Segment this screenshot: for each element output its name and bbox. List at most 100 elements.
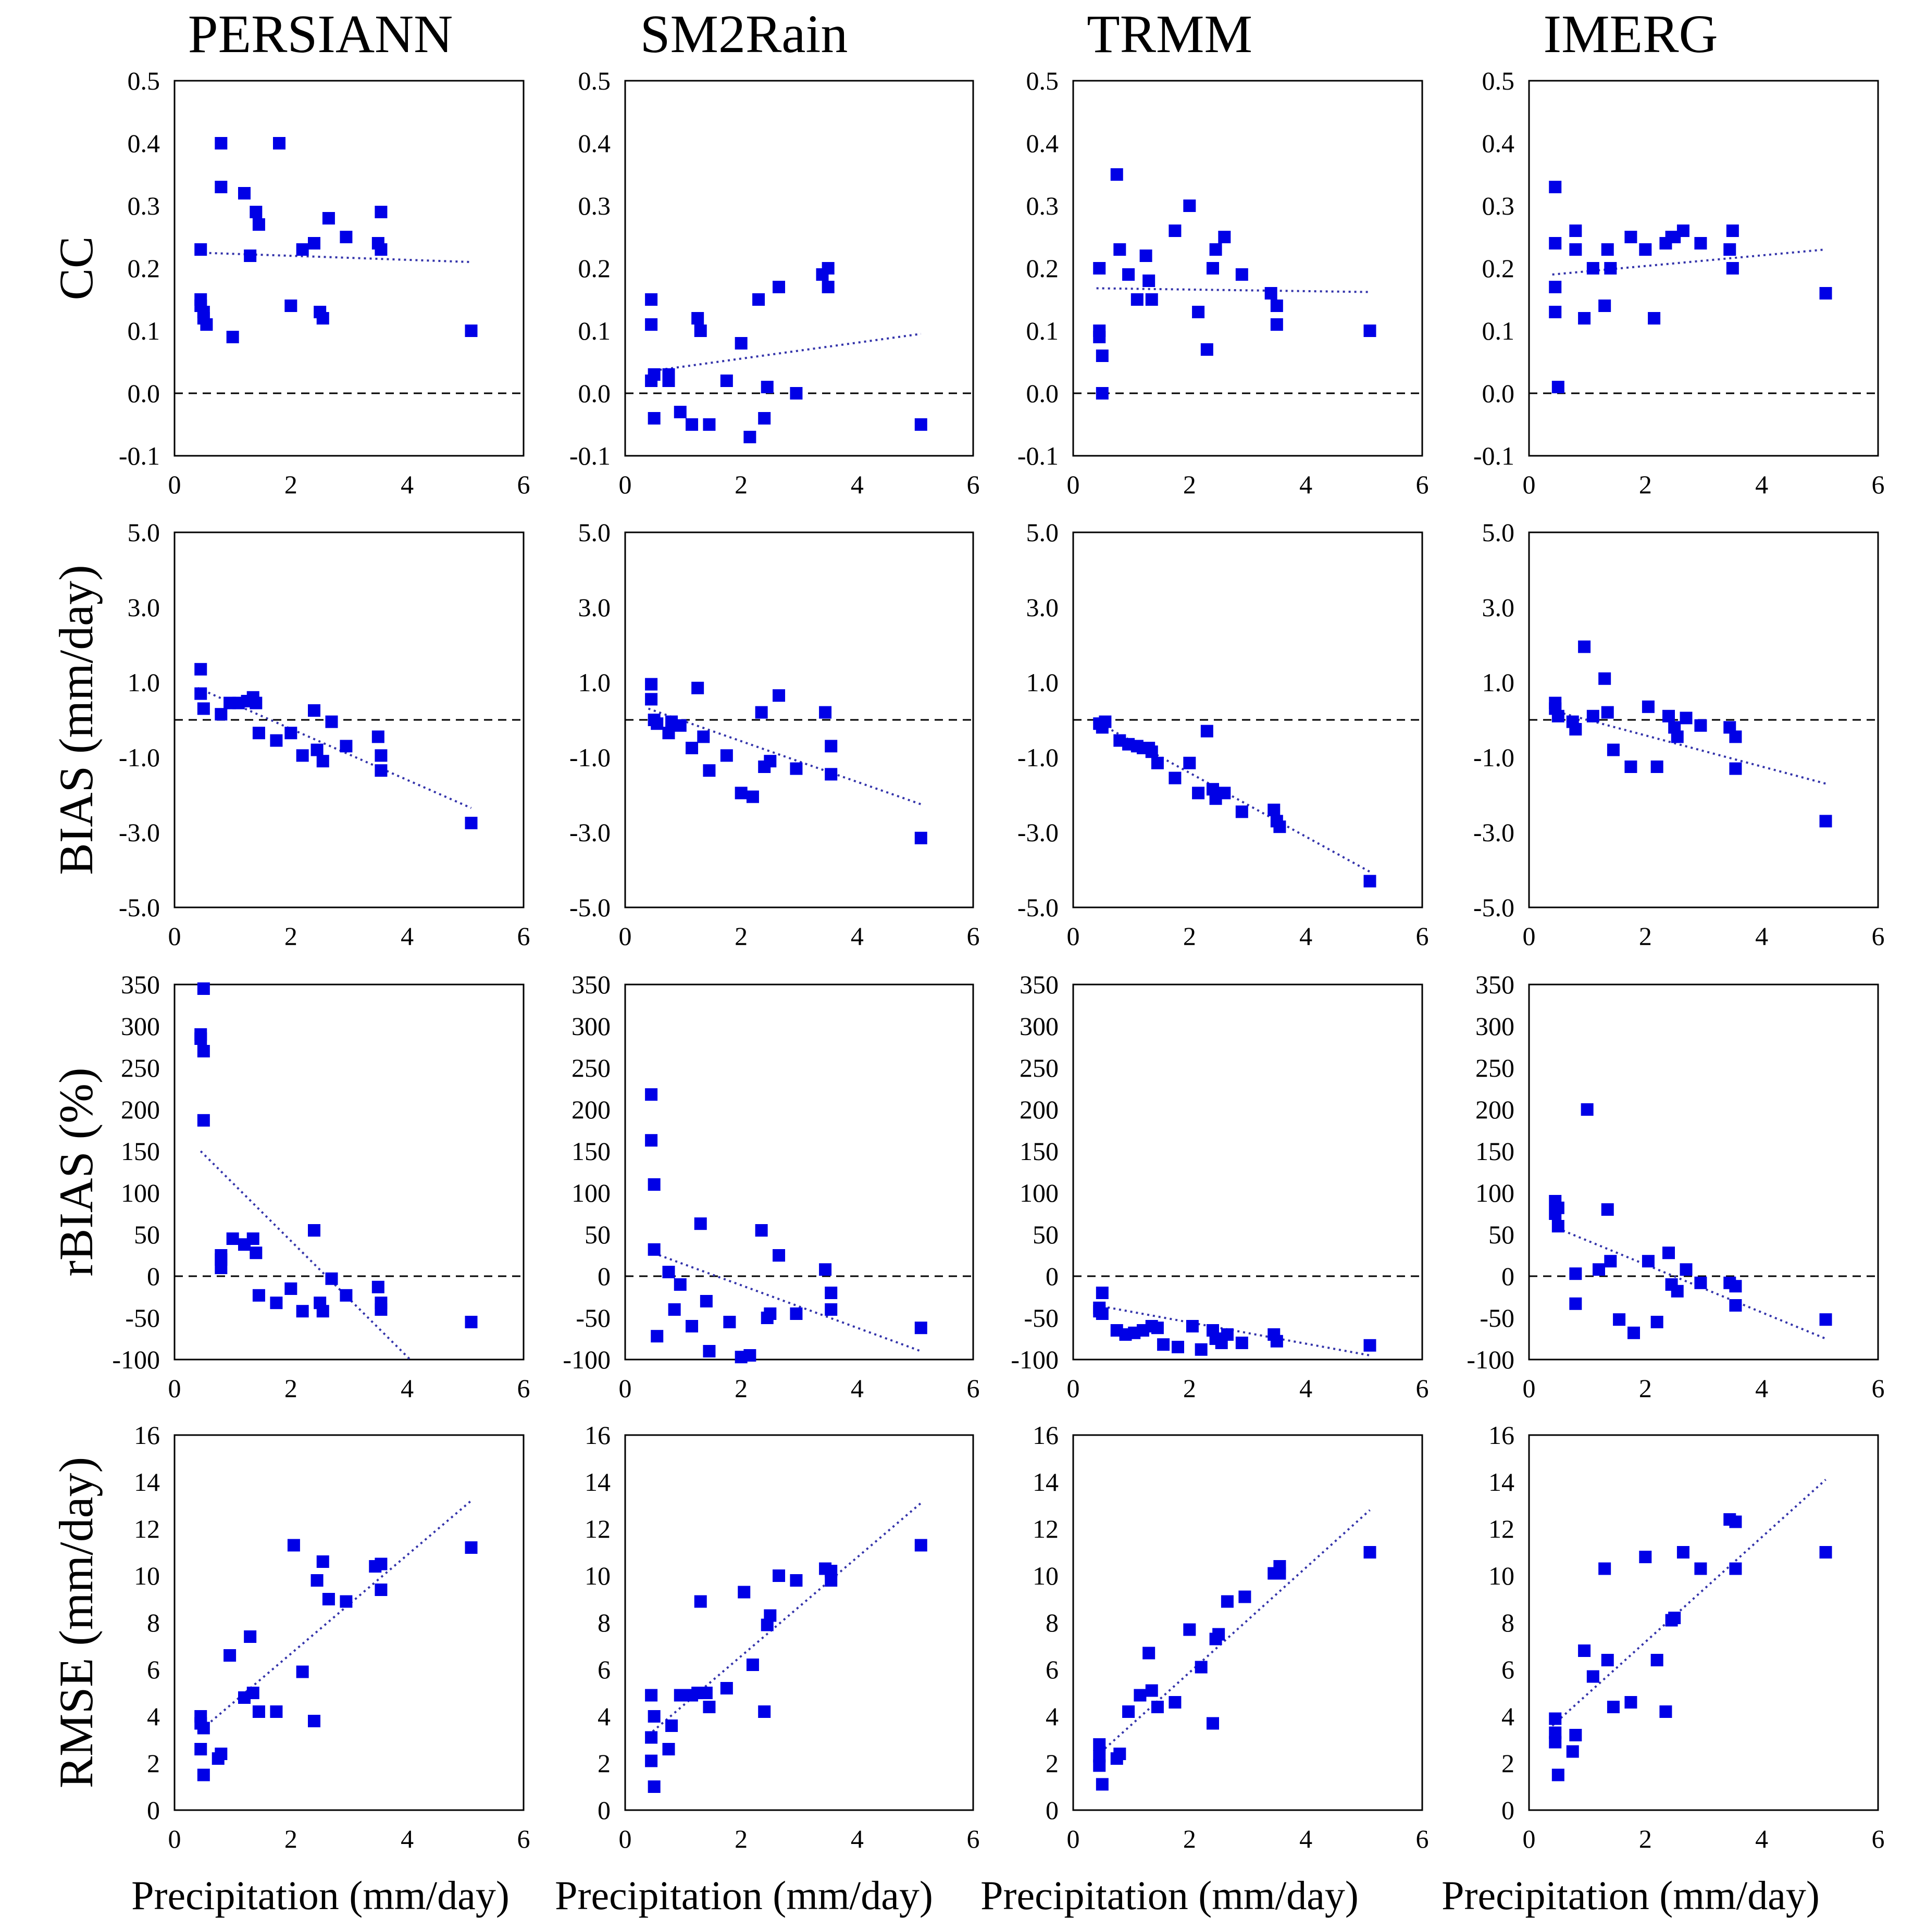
data-point bbox=[1680, 1263, 1693, 1276]
data-point bbox=[668, 1303, 681, 1316]
x-tick-label: 2 bbox=[735, 921, 748, 951]
data-point bbox=[325, 715, 338, 728]
x-axis-label-2: Precipitation (mm/day) bbox=[980, 1873, 1359, 1918]
data-point bbox=[375, 206, 388, 218]
y-tick-label: 200 bbox=[1475, 1095, 1514, 1124]
trend-line bbox=[648, 1502, 922, 1736]
data-point bbox=[1639, 243, 1652, 256]
data-point bbox=[691, 312, 704, 325]
y-tick-label: 50 bbox=[1488, 1220, 1514, 1249]
data-point bbox=[790, 1574, 803, 1587]
y-tick-label: -50 bbox=[1480, 1303, 1514, 1332]
data-point bbox=[735, 337, 748, 350]
data-point bbox=[743, 431, 756, 443]
y-tick-label: 350 bbox=[571, 970, 611, 999]
data-point bbox=[1093, 262, 1106, 275]
plot-frame bbox=[1528, 1434, 1879, 1811]
data-point bbox=[1113, 243, 1126, 256]
y-tick-label: 50 bbox=[585, 1220, 611, 1249]
panel-sm2rain-rbias: -100 -50 0 50 100 150 200 250 300 350 0 2 4 6 bbox=[563, 970, 979, 1403]
data-point bbox=[773, 1569, 786, 1582]
data-point bbox=[310, 1574, 324, 1587]
data-point bbox=[790, 387, 803, 400]
data-point bbox=[197, 702, 210, 715]
x-tick-label: 6 bbox=[967, 1824, 980, 1853]
x-tick-label: 4 bbox=[1299, 470, 1312, 499]
y-tick-label: 0.1 bbox=[1482, 316, 1515, 345]
y-tick-label: 0.1 bbox=[128, 316, 160, 345]
data-point bbox=[1183, 200, 1196, 212]
x-tick-label: 0 bbox=[619, 1374, 632, 1403]
y-tick-label: 0.3 bbox=[578, 191, 611, 220]
y-tick-label: 0 bbox=[598, 1262, 611, 1291]
y-tick-label: 2 bbox=[598, 1749, 611, 1778]
data-point bbox=[819, 706, 832, 719]
data-point bbox=[310, 743, 324, 756]
data-point bbox=[215, 181, 228, 193]
y-tick-label: 16 bbox=[1488, 1420, 1514, 1450]
y-tick-label: 0 bbox=[1501, 1796, 1514, 1825]
panel-persiann-rmse: 0 2 4 6 8 10 12 14 16 0 2 4 6 bbox=[134, 1420, 530, 1853]
row-label-1: BIAS (mm/day) bbox=[49, 565, 103, 875]
data-point bbox=[465, 817, 478, 829]
data-point bbox=[197, 982, 210, 995]
data-point bbox=[1273, 820, 1286, 833]
data-point bbox=[1238, 1590, 1251, 1603]
x-tick-label: 4 bbox=[1755, 1824, 1768, 1853]
data-point bbox=[284, 727, 297, 740]
x-tick-label: 6 bbox=[517, 921, 530, 951]
y-tick-label: 3.0 bbox=[128, 593, 160, 622]
data-point bbox=[296, 1305, 309, 1318]
plot-frame bbox=[624, 1434, 974, 1811]
data-point bbox=[1212, 1628, 1225, 1641]
data-point bbox=[200, 318, 213, 331]
data-point bbox=[296, 1665, 309, 1678]
data-point bbox=[1186, 1320, 1199, 1332]
trend-line bbox=[1552, 709, 1826, 785]
data-point bbox=[746, 1659, 759, 1671]
y-tick-label: 1.0 bbox=[128, 668, 160, 697]
data-point bbox=[1601, 1203, 1614, 1216]
panel-trmm-cc: -0.1 0.0 0.1 0.2 0.3 0.4 0.5 0 2 4 6 bbox=[1017, 66, 1429, 499]
y-tick-label: -1.0 bbox=[569, 743, 611, 772]
y-tick-label: -50 bbox=[576, 1303, 611, 1332]
y-tick-label: -50 bbox=[1024, 1303, 1059, 1332]
data-point bbox=[752, 293, 765, 306]
y-tick-label: 0 bbox=[147, 1796, 160, 1825]
data-point bbox=[1601, 1654, 1614, 1666]
data-point bbox=[1601, 706, 1614, 719]
data-point bbox=[238, 187, 251, 200]
y-tick-label: 16 bbox=[134, 1420, 160, 1450]
x-tick-label: 2 bbox=[1639, 921, 1652, 951]
data-point bbox=[764, 755, 777, 768]
x-tick-label: 0 bbox=[1067, 1374, 1080, 1403]
data-point bbox=[316, 1555, 329, 1568]
y-tick-label: 0.3 bbox=[1482, 191, 1515, 220]
y-tick-label: 3.0 bbox=[578, 593, 611, 622]
data-point bbox=[1142, 275, 1155, 287]
data-point bbox=[250, 206, 263, 218]
x-tick-label: 6 bbox=[1872, 470, 1885, 499]
data-point bbox=[1598, 1562, 1611, 1575]
y-tick-label: -0.1 bbox=[119, 441, 160, 470]
panel-sm2rain-cc: -0.1 0.0 0.1 0.2 0.3 0.4 0.5 0 2 4 6 bbox=[569, 66, 980, 499]
plot-frame bbox=[1072, 983, 1423, 1361]
x-tick-label: 2 bbox=[1183, 1824, 1196, 1853]
data-point bbox=[1659, 1705, 1672, 1718]
data-point bbox=[691, 681, 704, 694]
data-point bbox=[1819, 1313, 1832, 1326]
data-point bbox=[197, 1114, 210, 1127]
data-point bbox=[1650, 1316, 1663, 1328]
data-point bbox=[465, 325, 478, 337]
data-point bbox=[1569, 1729, 1582, 1741]
data-point bbox=[914, 831, 927, 844]
trend-line bbox=[1551, 1225, 1826, 1340]
data-point bbox=[1235, 1337, 1248, 1349]
data-point bbox=[1729, 762, 1742, 775]
data-point bbox=[1607, 743, 1620, 756]
data-point bbox=[340, 1289, 353, 1302]
data-point bbox=[1569, 225, 1582, 237]
y-tick-label: -100 bbox=[112, 1345, 160, 1374]
data-point bbox=[1195, 1343, 1208, 1356]
y-tick-label: 5.0 bbox=[1482, 518, 1515, 547]
